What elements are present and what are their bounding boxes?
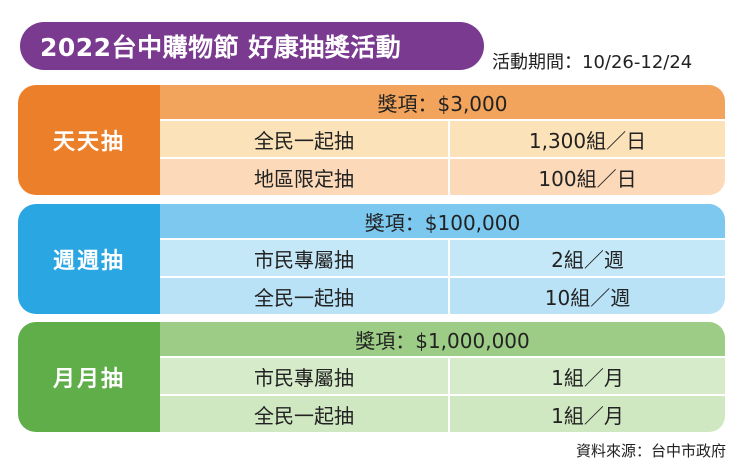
event-period: 活動期間：10/26-12/24 [492,52,693,73]
winner-quota: 1,300組／日 [448,121,725,157]
daily-draw-block: 天天抽 獎項：$3,000 全民一起抽 1,300組／日 地區限定抽 100組／… [18,85,725,195]
monthly-prize-header: 獎項：$1,000,000 [160,322,725,356]
draw-type: 地區限定抽 [254,166,354,191]
winner-quota: 10組／週 [448,278,725,314]
table-row: 市民專屬抽 2組／週 [160,240,725,276]
draw-type: 市民專屬抽 [254,365,354,390]
table-row: 全民一起抽 1,300組／日 [160,121,725,157]
monthly-draw-label: 月月抽 [18,322,160,432]
monthly-draw-block: 月月抽 獎項：$1,000,000 市民專屬抽 1組／月 全民一起抽 1組／月 [18,322,725,432]
table-row: 地區限定抽 100組／日 [160,159,725,195]
draw-type: 全民一起抽 [254,285,354,310]
weekly-draw-block: 週週抽 獎項：$100,000 市民專屬抽 2組／週 全民一起抽 10組／週 [18,204,725,314]
table-row: 全民一起抽 1組／月 [160,396,725,432]
draw-type: 市民專屬抽 [254,247,354,272]
winner-quota: 1組／月 [448,396,725,432]
daily-draw-label: 天天抽 [18,85,160,195]
daily-prize-header: 獎項：$3,000 [160,85,725,119]
weekly-draw-label: 週週抽 [18,204,160,314]
data-source: 資料來源：台中市政府 [575,442,726,460]
page-title: 2022台中購物節 好康抽獎活動 [20,22,484,70]
weekly-prize-header: 獎項：$100,000 [160,204,725,238]
table-row: 全民一起抽 10組／週 [160,278,725,314]
winner-quota: 1組／月 [448,358,725,394]
winner-quota: 100組／日 [448,159,725,195]
draw-type: 全民一起抽 [254,403,354,428]
winner-quota: 2組／週 [448,240,725,276]
table-row: 市民專屬抽 1組／月 [160,358,725,394]
draw-type: 全民一起抽 [254,128,354,153]
